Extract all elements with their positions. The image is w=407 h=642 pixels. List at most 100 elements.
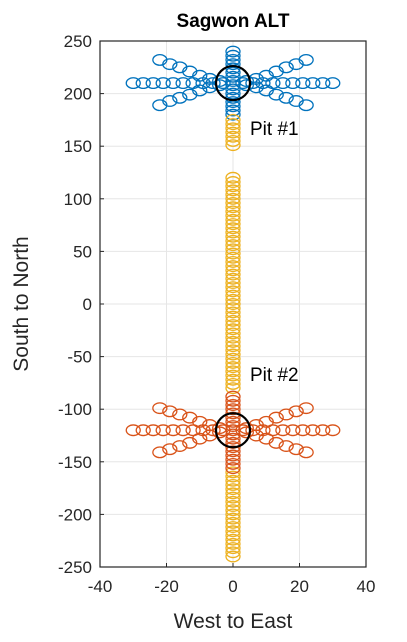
x-tick-label: -40 xyxy=(88,577,113,596)
data-point xyxy=(225,529,241,542)
data-point xyxy=(225,176,241,188)
data-point xyxy=(225,365,241,378)
data-point xyxy=(225,83,241,96)
data-point xyxy=(268,411,284,424)
data-point xyxy=(325,77,341,90)
x-axis-label: West to East xyxy=(174,610,293,633)
data-point xyxy=(225,268,241,281)
data-point xyxy=(225,327,241,340)
data-point xyxy=(225,255,241,268)
data-point xyxy=(192,69,208,82)
chart-title: Sagwon ALT xyxy=(177,11,290,32)
data-point xyxy=(325,424,341,437)
data-point xyxy=(315,424,331,437)
data-point xyxy=(225,466,241,479)
data-series xyxy=(125,45,341,563)
data-point xyxy=(225,512,241,525)
data-point xyxy=(225,495,241,508)
data-point xyxy=(225,449,241,462)
data-point xyxy=(225,361,241,374)
y-tick-label: 0 xyxy=(83,295,92,314)
data-point xyxy=(165,424,181,437)
data-point xyxy=(162,443,178,456)
y-tick-label: -250 xyxy=(58,558,92,577)
data-point xyxy=(225,49,241,62)
series-2 xyxy=(125,390,341,475)
data-point xyxy=(172,408,188,421)
data-point xyxy=(225,205,241,218)
data-point xyxy=(145,77,161,90)
pit-2-circle xyxy=(214,412,252,449)
data-point xyxy=(225,340,241,353)
data-point xyxy=(172,91,188,104)
data-point xyxy=(298,53,314,66)
data-point xyxy=(225,348,241,361)
data-point xyxy=(275,424,291,437)
data-point xyxy=(225,104,241,117)
data-point xyxy=(225,335,241,348)
data-point xyxy=(225,470,241,483)
x-tick-label: 40 xyxy=(357,577,376,596)
data-point xyxy=(225,369,241,382)
data-point xyxy=(288,405,304,418)
data-point xyxy=(225,453,241,466)
data-point xyxy=(315,77,331,90)
data-point xyxy=(225,197,241,209)
data-point xyxy=(225,415,241,428)
data-point xyxy=(225,445,241,458)
data-point xyxy=(225,234,241,247)
data-point xyxy=(225,122,241,135)
data-point xyxy=(225,352,241,365)
data-point xyxy=(192,84,208,97)
data-point xyxy=(225,230,241,243)
data-point xyxy=(225,66,241,79)
data-point xyxy=(225,192,241,205)
data-point xyxy=(265,424,281,437)
data-point xyxy=(225,373,241,386)
data-point xyxy=(225,239,241,252)
data-point xyxy=(225,432,241,445)
data-point xyxy=(298,446,314,459)
data-point xyxy=(225,457,241,470)
data-point xyxy=(225,213,241,226)
data-point xyxy=(225,201,241,214)
data-point xyxy=(225,441,241,454)
data-point xyxy=(162,95,178,107)
data-point xyxy=(225,394,241,407)
data-point xyxy=(285,77,301,90)
data-point xyxy=(225,70,241,83)
data-point xyxy=(225,188,241,201)
data-point xyxy=(225,79,241,92)
data-point xyxy=(165,77,181,90)
data-point xyxy=(225,310,241,323)
data-point xyxy=(225,331,241,344)
y-tick-label: 200 xyxy=(64,85,92,104)
x-tick-label: 20 xyxy=(290,577,309,596)
data-point xyxy=(278,408,294,421)
data-point xyxy=(225,546,241,559)
data-point xyxy=(225,306,241,319)
data-point xyxy=(225,537,241,550)
data-point xyxy=(225,487,241,500)
data-point xyxy=(225,424,241,437)
data-point xyxy=(295,77,311,90)
data-point xyxy=(175,77,191,90)
data-point xyxy=(295,424,311,437)
data-point xyxy=(225,399,241,411)
y-axis-label: South to North xyxy=(10,236,33,371)
data-point xyxy=(175,424,191,437)
data-point xyxy=(225,130,241,143)
data-point xyxy=(278,61,294,74)
data-point xyxy=(225,319,241,331)
data-point xyxy=(225,298,241,310)
data-point xyxy=(225,247,241,260)
data-point xyxy=(135,77,151,90)
data-point xyxy=(225,504,241,517)
tick-labels: -40 -20 0 20 40250200150100500-50-100-150-20… xyxy=(58,32,375,596)
data-point xyxy=(135,424,151,437)
pit-2-label: Pit #2 xyxy=(250,365,299,386)
series-0 xyxy=(125,45,341,121)
data-point xyxy=(225,222,241,235)
data-point xyxy=(155,77,171,90)
